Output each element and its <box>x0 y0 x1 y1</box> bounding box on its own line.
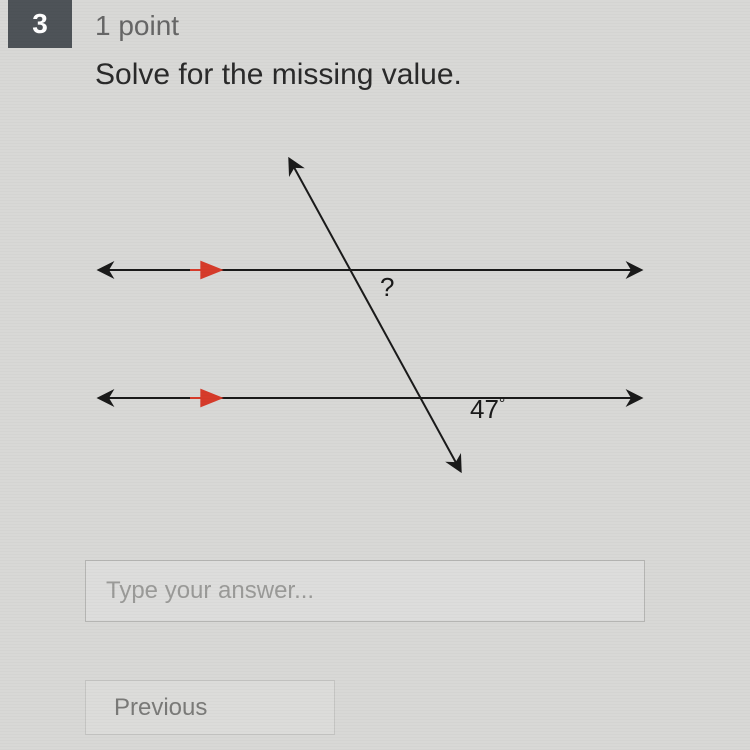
answer-input[interactable] <box>85 560 645 622</box>
question-number: 3 <box>32 8 48 40</box>
geometry-diagram: ? 47° <box>60 140 660 500</box>
known-angle-label: 47° <box>470 394 505 425</box>
question-number-badge: 3 <box>8 0 72 48</box>
angle-degree-symbol: ° <box>499 395 505 412</box>
points-label: 1 point <box>95 10 179 42</box>
angle-value: 47 <box>470 394 499 424</box>
transversal-line <box>290 160 460 470</box>
previous-button[interactable]: Previous <box>85 680 335 735</box>
question-prompt: Solve for the missing value. <box>95 58 462 92</box>
unknown-angle-label: ? <box>380 272 394 303</box>
previous-label: Previous <box>114 694 207 722</box>
